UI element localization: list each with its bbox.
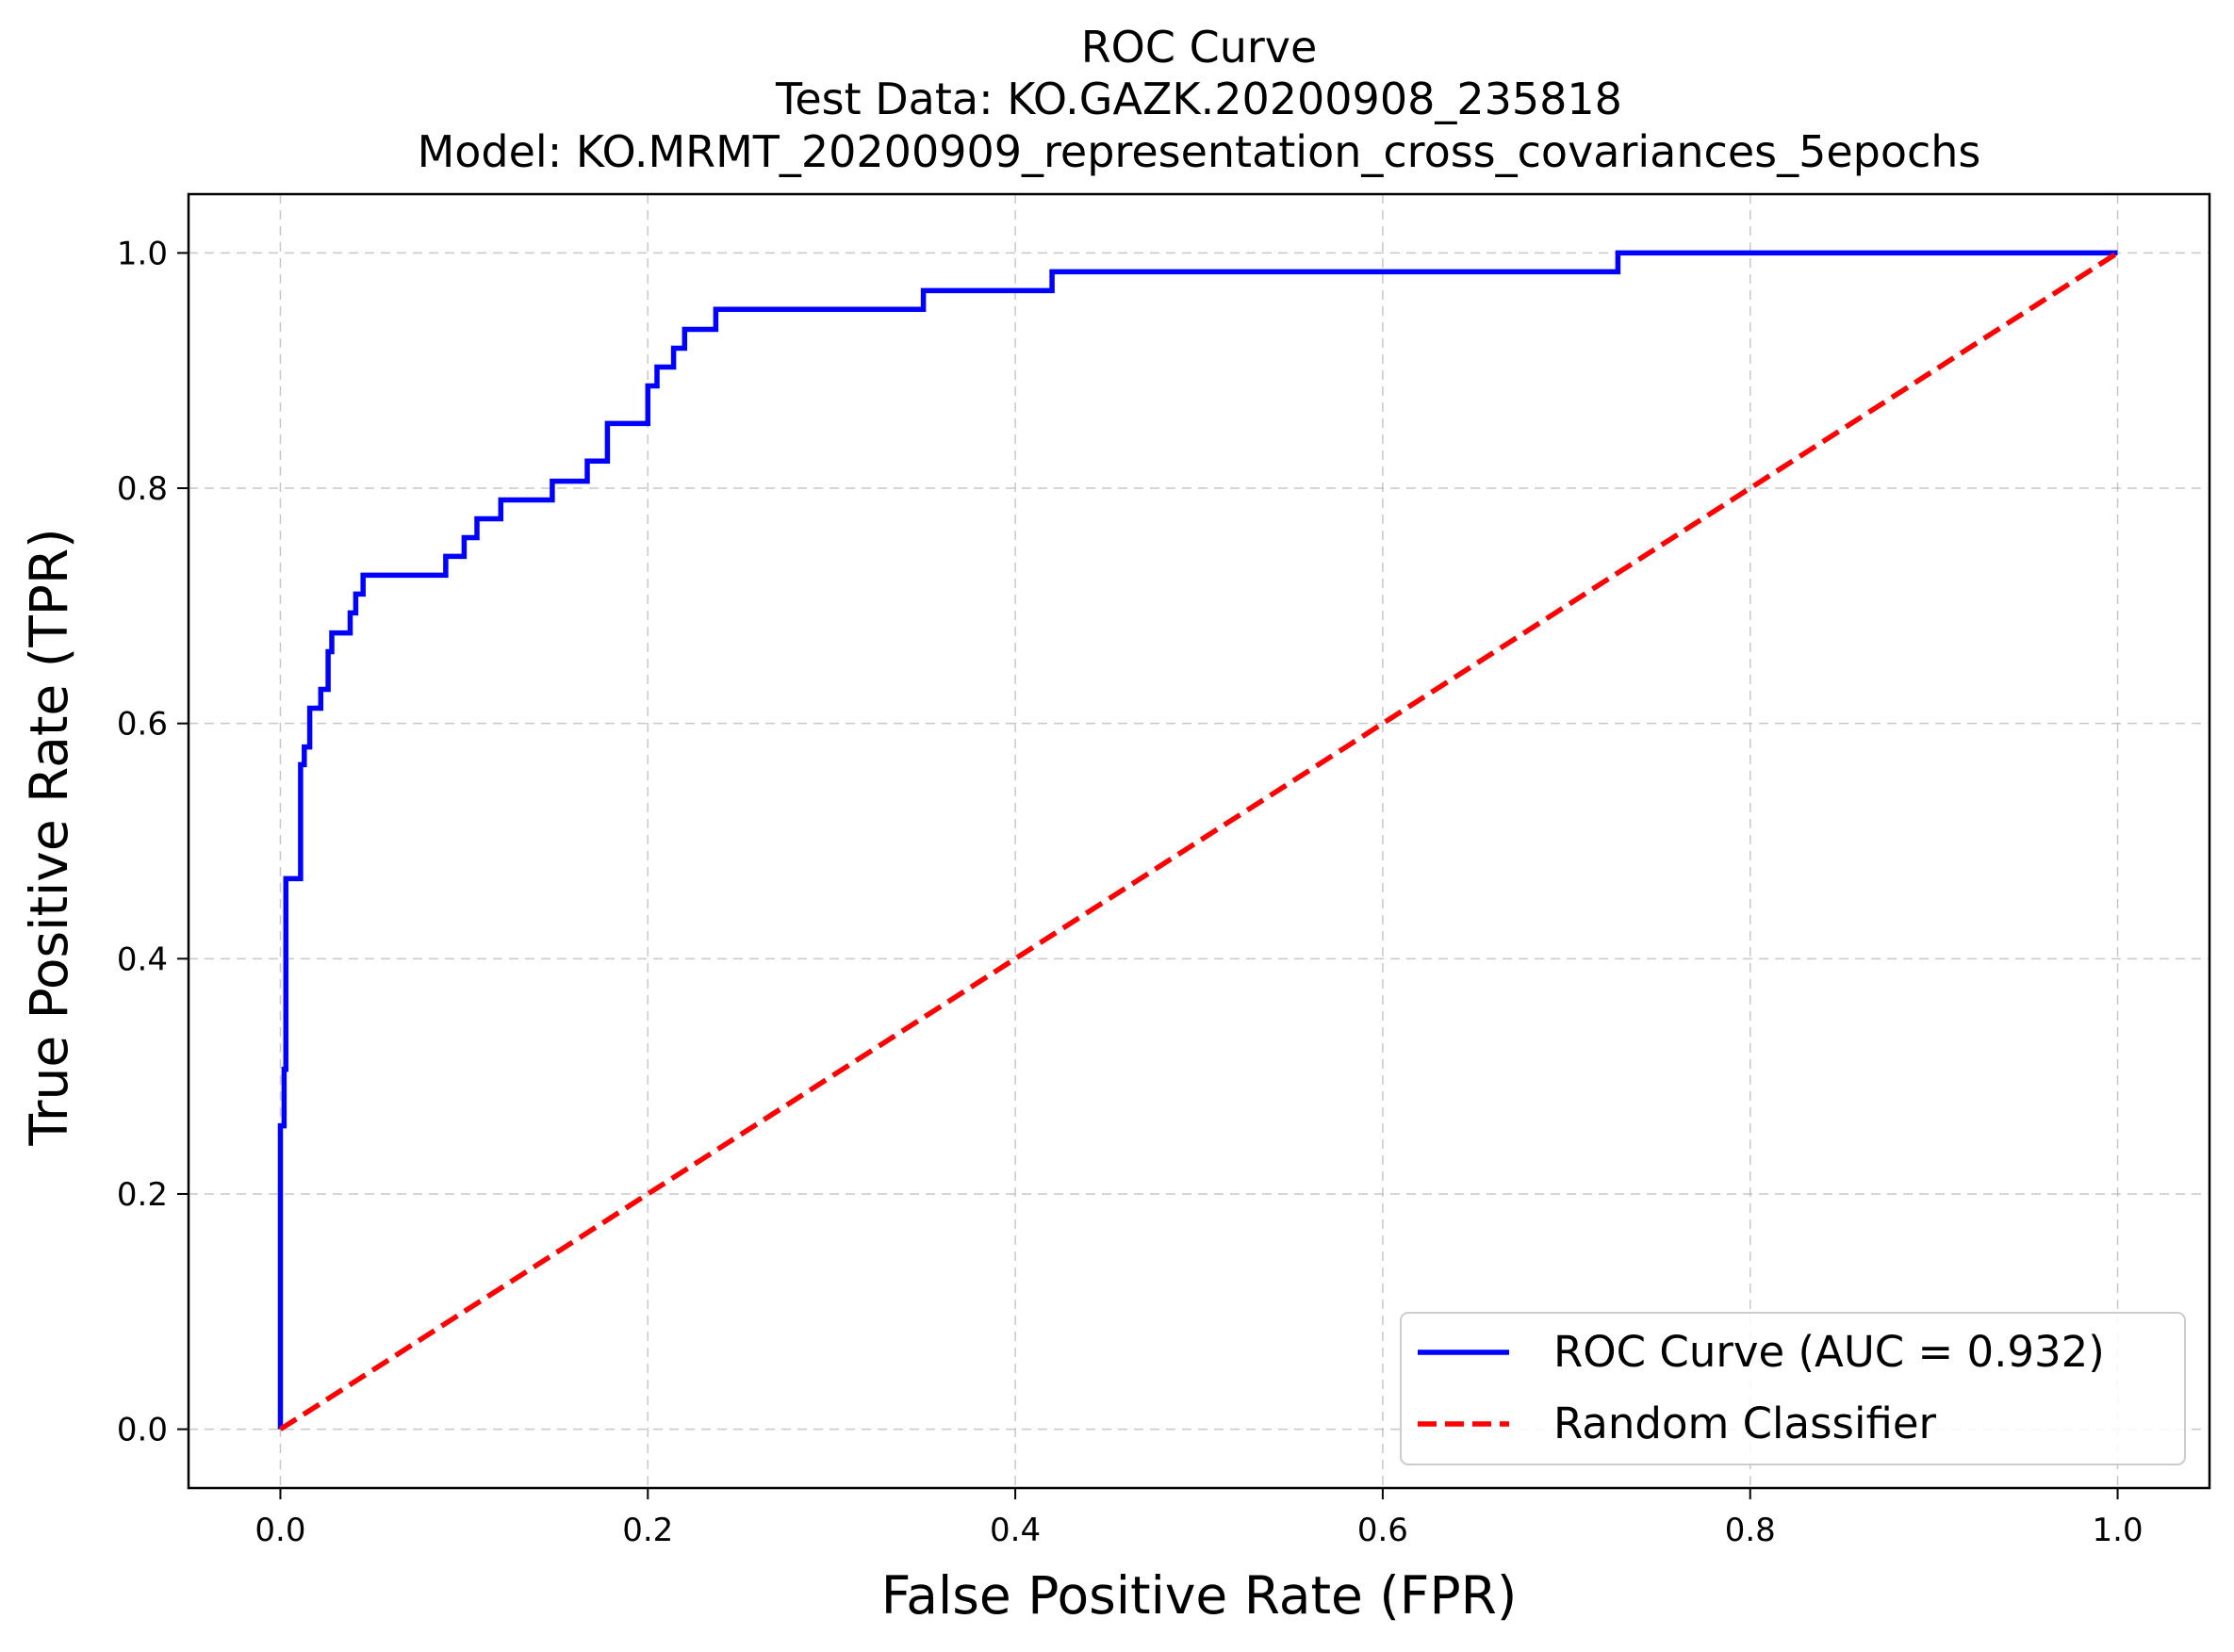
x-tick-label-4: 0.8: [1725, 1512, 1776, 1549]
title-line-2: Test Data: KO.GAZK.20200908_235818: [775, 74, 1622, 124]
y-tick-label-5: 1.0: [117, 235, 168, 272]
x-tick-label-1: 0.2: [622, 1512, 673, 1549]
series-1-line: [279, 251, 2119, 1431]
legend: ROC Curve (AUC = 0.932) Random Classifier: [1400, 1312, 2186, 1465]
y-tick-label-1: 0.2: [117, 1176, 168, 1214]
legend-label-0: ROC Curve (AUC = 0.932): [1553, 1327, 2105, 1377]
y-tick-label-0: 0.0: [117, 1412, 168, 1449]
title-line-1: ROC Curve: [1081, 22, 1318, 73]
chart-title: ROC Curve Test Data: KO.GAZK.20200908_23…: [418, 22, 1981, 177]
x-tick-label-2: 0.4: [990, 1512, 1041, 1549]
x-tick-label-0: 0.0: [255, 1512, 305, 1549]
legend-box: [1400, 1312, 2186, 1465]
y-tick-label-3: 0.6: [117, 706, 168, 744]
x-tick-label-5: 1.0: [2093, 1512, 2144, 1549]
series-0-line: [277, 250, 2118, 1430]
legend-label-1: Random Classifier: [1553, 1398, 1937, 1448]
y-tick-label-2: 0.4: [117, 940, 168, 978]
x-axis-label: False Positive Rate (FPR): [881, 1565, 1518, 1626]
y-tick-label-4: 0.8: [117, 470, 168, 508]
x-tick-label-3: 0.6: [1357, 1512, 1408, 1549]
plot-series: [277, 250, 2119, 1431]
grid: [189, 194, 2209, 1488]
title-line-3: Model: KO.MRMT_20200909_representation_c…: [418, 126, 1981, 177]
y-axis-label: True Positive Rate (TPR): [19, 528, 79, 1146]
axis-ticks: 0.0 0.2 0.4 0.6 0.8 1.0 0.0 0.2 0.4 0.6 0.8 1.0: [117, 235, 2144, 1549]
plot-area-frame: [187, 192, 2211, 1490]
